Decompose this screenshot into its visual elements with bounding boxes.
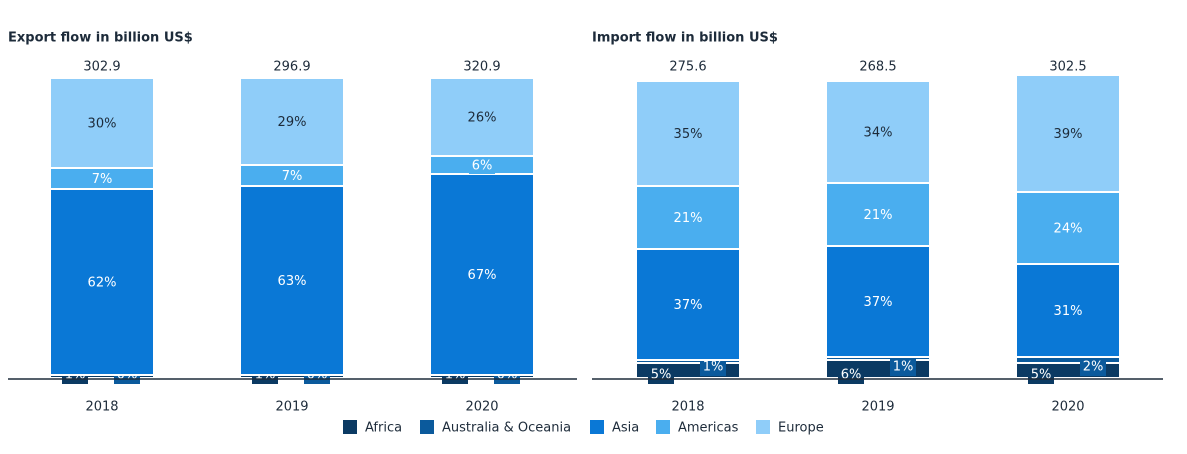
value-label: 2% [1083,360,1104,375]
legend-swatch [420,420,434,434]
chart-title: Import flow in billion US$ [592,31,778,46]
value-label-box [279,166,305,185]
legend-label: Asia [612,421,639,436]
value-label: 21% [674,211,703,226]
bar-segment [1015,74,1121,193]
value-label-box [469,156,495,174]
total-label: 320.9 [463,60,500,75]
bar-segment [1015,191,1121,265]
legend-label: Australia & Oceania [442,421,571,436]
value-label: 37% [864,295,893,310]
x-tick-label: 2018 [85,400,118,415]
value-label: 6% [472,159,493,174]
value-label: 31% [1054,304,1083,319]
value-label: 7% [282,169,303,184]
x-tick-label: 2020 [1051,400,1084,415]
legend-swatch [656,420,670,434]
value-label: 26% [468,111,497,126]
x-tick-label: 2019 [861,400,894,415]
value-label: 6% [841,368,862,383]
bar-segment [825,80,931,184]
bar-segment [635,80,741,187]
value-label: 67% [468,268,497,283]
value-label: 35% [674,127,703,142]
value-label: 1% [893,360,914,375]
bar-segment [239,185,345,376]
legend-swatch [590,420,604,434]
x-tick-label: 2019 [275,400,308,415]
value-label: 63% [278,274,307,289]
total-label: 275.6 [669,60,706,75]
total-label: 302.5 [1049,60,1086,75]
value-label: 62% [88,276,117,291]
chart-title: Export flow in billion US$ [8,31,193,46]
value-label-box [890,356,916,376]
legend-swatch [343,420,357,434]
legend-label: Americas [678,421,739,436]
legend-label: Africa [365,421,402,436]
value-label: 7% [92,172,113,187]
value-label: 5% [651,368,672,383]
value-label: 1% [703,360,724,375]
bar-segment [635,185,741,250]
bar-segment [239,77,345,166]
value-label: 29% [278,115,307,130]
value-label: 37% [674,298,703,313]
value-label-box [89,169,115,188]
total-label: 296.9 [273,60,310,75]
bar-segment [1015,263,1121,358]
legend-swatch [756,420,770,434]
value-label: 21% [864,208,893,223]
legend-label: Europe [778,421,824,436]
value-label-box [1080,356,1106,376]
value-label: 24% [1054,222,1083,237]
total-label: 268.5 [859,60,896,75]
bar-segment [49,77,155,169]
bar-segment [49,188,155,376]
bar-segment [635,248,741,361]
value-label: 39% [1054,127,1083,142]
value-label: 34% [864,126,893,141]
value-label: 5% [1031,368,1052,383]
bar-segment [825,245,931,358]
bar-segment [429,173,535,376]
x-tick-label: 2020 [465,400,498,415]
total-label: 302.9 [83,60,120,75]
x-tick-label: 2018 [671,400,704,415]
value-label: 30% [88,117,117,132]
bar-segment [429,77,535,157]
